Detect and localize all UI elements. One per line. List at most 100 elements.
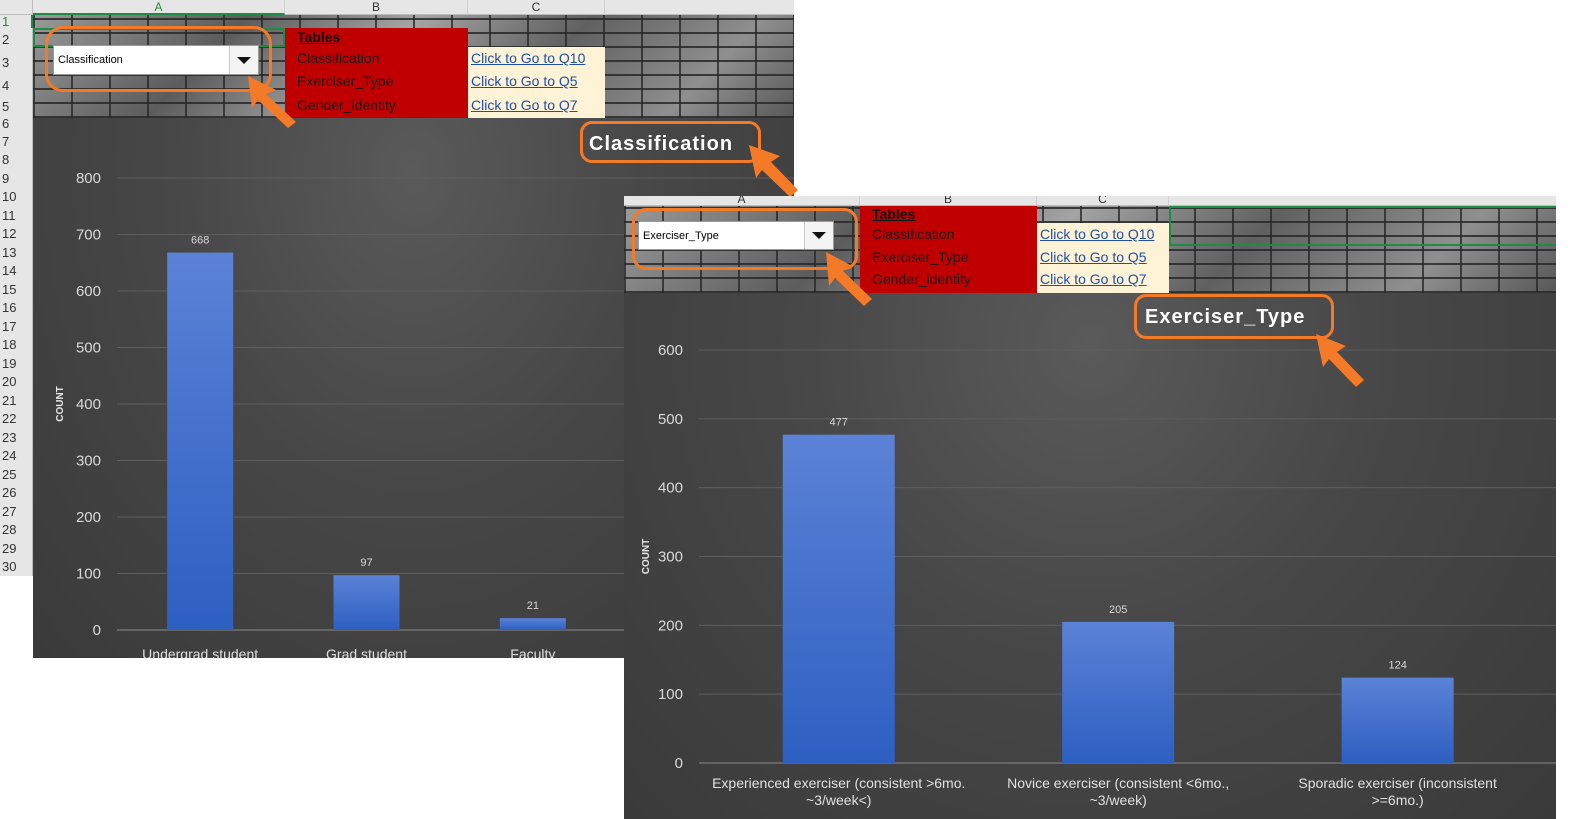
chevron-down-icon: [237, 56, 251, 64]
y-tick-label: 300: [76, 453, 101, 470]
exerciser-type-dropdown[interactable]: Exerciser_Type: [638, 221, 834, 250]
link-go-to-q7[interactable]: Click to Go to Q7: [468, 94, 605, 118]
x-category-label: Grad student: [326, 646, 407, 658]
column-header-a[interactable]: A: [33, 0, 285, 15]
x-category-label: Undergrad student: [142, 646, 258, 658]
bar[interactable]: [499, 618, 566, 630]
table-label-classification: Classification: [860, 223, 1037, 246]
row-header-19[interactable]: 19: [0, 354, 33, 373]
y-tick-label: 200: [76, 509, 101, 526]
bar[interactable]: [167, 252, 234, 630]
column-header-b[interactable]: B: [860, 196, 1037, 206]
excel-sheet-exerciser-type: A B C Tables Classification Exerciser_Ty…: [624, 196, 1556, 819]
row-header-18[interactable]: 18: [0, 336, 33, 354]
bar[interactable]: [1341, 677, 1454, 763]
column-header-a[interactable]: A: [624, 196, 860, 206]
row-header-2[interactable]: 2: [0, 28, 33, 51]
data-label: 21: [527, 600, 539, 612]
row-header-6[interactable]: 6: [0, 115, 33, 132]
classification-dropdown[interactable]: Classification: [53, 45, 259, 75]
row-header-1[interactable]: 1: [0, 15, 33, 28]
exerciser-type-bar-chart: 0 100 200 300 400 500 600 COUNT 477 Experienced e…: [641, 342, 1556, 808]
row-header-26[interactable]: 26: [0, 484, 33, 502]
x-category-line: Sporadic exerciser (inconsistent: [1298, 775, 1497, 791]
row-header-5[interactable]: 5: [0, 98, 33, 115]
select-all-corner[interactable]: [0, 0, 33, 15]
dropdown-value: Classification: [58, 54, 123, 66]
dropdown-highlight: [632, 208, 858, 270]
chevron-down-icon: [812, 232, 826, 239]
bar[interactable]: [782, 434, 895, 763]
column-header-c[interactable]: C: [1037, 196, 1169, 206]
x-category-label: Faculty: [510, 646, 555, 658]
link-go-to-q5[interactable]: Click to Go to Q5: [468, 70, 605, 94]
row-header-21[interactable]: 21: [0, 391, 33, 410]
data-label: 124: [1388, 660, 1406, 672]
table-label-gender-identity: Gender_identity: [285, 94, 468, 118]
column-header-c[interactable]: C: [468, 0, 605, 15]
y-axis-label: COUNT: [641, 539, 652, 575]
row-header-7[interactable]: 7: [0, 132, 33, 151]
link-go-to-q10[interactable]: Click to Go to Q10: [468, 47, 605, 70]
table-label-exerciser-type: Exerciser_Type: [285, 70, 468, 94]
x-category-line: Faculty: [510, 646, 555, 658]
y-tick-label: 700: [76, 227, 101, 244]
y-tick-label: 800: [76, 170, 101, 187]
y-tick-label: 200: [658, 617, 683, 634]
column-header-b[interactable]: B: [285, 0, 468, 15]
arrow-icon: [248, 76, 296, 128]
x-category-line: Novice exerciser (consistent <6mo.,: [1007, 775, 1229, 791]
row-header-17[interactable]: 17: [0, 317, 33, 336]
row-header-15[interactable]: 15: [0, 280, 33, 299]
row-header-13[interactable]: 13: [0, 243, 33, 262]
row-header-29[interactable]: 29: [0, 539, 33, 558]
chart-title-highlight: [1134, 294, 1334, 339]
bar[interactable]: [1062, 621, 1175, 763]
row-header-12[interactable]: 12: [0, 225, 33, 243]
x-category-label: Novice exerciser (consistent <6mo., ~3/we…: [1007, 775, 1229, 808]
table-label-gender-identity: Gender_identity: [860, 268, 1037, 293]
data-label: 668: [191, 235, 209, 247]
chart-title: Exerciser_Type: [1145, 306, 1306, 328]
row-header-24[interactable]: 24: [0, 447, 33, 465]
y-tick-label: 500: [658, 411, 683, 428]
dropdown-button[interactable]: [804, 222, 833, 249]
x-category-line: ~3/week): [1090, 792, 1147, 808]
row-header-22[interactable]: 22: [0, 410, 33, 428]
x-category-label: Experienced exerciser (consistent >6mo. ~…: [712, 775, 965, 808]
y-tick-label: 400: [658, 480, 683, 497]
row-header-20[interactable]: 20: [0, 373, 33, 391]
dropdown-button[interactable]: [229, 46, 258, 74]
link-go-to-q5[interactable]: Click to Go to Q5: [1037, 246, 1169, 268]
x-category-line: ~3/week<): [806, 792, 871, 808]
row-header-8[interactable]: 8: [0, 151, 33, 169]
row-header-11[interactable]: 11: [0, 206, 33, 225]
tables-header: Tables: [285, 28, 468, 47]
tables-header: Tables: [860, 206, 1037, 223]
row-header-4[interactable]: 4: [0, 74, 33, 98]
row-header-10[interactable]: 10: [0, 188, 33, 206]
row-header-9[interactable]: 9: [0, 169, 33, 188]
y-tick-label: 100: [76, 566, 101, 583]
bar[interactable]: [333, 575, 400, 630]
selected-range[interactable]: [1169, 206, 1556, 246]
data-label: 97: [360, 557, 372, 569]
data-label: 205: [1109, 604, 1127, 616]
row-header-30[interactable]: 30: [0, 558, 33, 576]
row-header-14[interactable]: 14: [0, 262, 33, 280]
y-axis-label: COUNT: [55, 386, 66, 422]
row-header-28[interactable]: 28: [0, 521, 33, 539]
chart-title-highlight: [580, 121, 761, 163]
row-header-27[interactable]: 27: [0, 502, 33, 521]
x-category-line: Grad student: [326, 646, 407, 658]
row-header-23[interactable]: 23: [0, 428, 33, 447]
y-tick-label: 600: [76, 283, 101, 300]
column-header-d[interactable]: [1169, 196, 1556, 206]
column-header-d[interactable]: [605, 0, 794, 15]
row-header-3[interactable]: 3: [0, 51, 33, 74]
row-header-16[interactable]: 16: [0, 299, 33, 317]
link-go-to-q10[interactable]: Click to Go to Q10: [1037, 223, 1169, 246]
link-go-to-q7[interactable]: Click to Go to Q7: [1037, 268, 1169, 293]
x-category-line: >=6mo.): [1372, 792, 1424, 808]
row-header-25[interactable]: 25: [0, 465, 33, 484]
